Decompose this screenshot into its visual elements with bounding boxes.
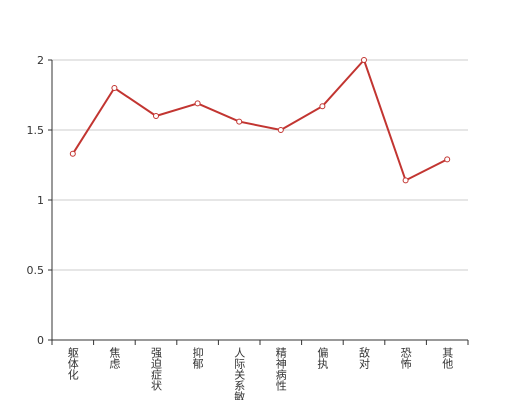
- point: [69, 150, 76, 157]
- point: [361, 57, 367, 63]
- y-tick-label: 0.5: [27, 264, 45, 277]
- point: [444, 156, 451, 163]
- y-tick-label: 2: [37, 54, 44, 67]
- point: [319, 103, 326, 110]
- x-tick-label: 敌对: [358, 346, 371, 369]
- x-tick-label: 抑郁: [191, 346, 204, 369]
- point: [153, 113, 159, 119]
- x-tick-label: 其他: [441, 347, 454, 369]
- x-tick-label: 偏执: [316, 346, 329, 370]
- y-tick-label: 1.5: [27, 124, 45, 137]
- point: [277, 127, 284, 133]
- point: [194, 100, 201, 107]
- point: [111, 85, 118, 91]
- x-tick-label: 焦虑: [108, 347, 121, 369]
- point: [236, 118, 243, 125]
- line: [71, 58, 448, 182]
- x-tick-label: 人际关系敏感: [233, 347, 246, 400]
- x-tick-label: 精神病性: [274, 347, 287, 392]
- x-tick-label: 恐怖: [399, 347, 412, 369]
- x-tick-label: 躯体化: [66, 347, 79, 381]
- x-tick-label: 强迫症状: [150, 347, 163, 391]
- point: [402, 177, 409, 184]
- y-tick-label: 1: [37, 194, 44, 207]
- y-tick-label: 0: [37, 334, 44, 347]
